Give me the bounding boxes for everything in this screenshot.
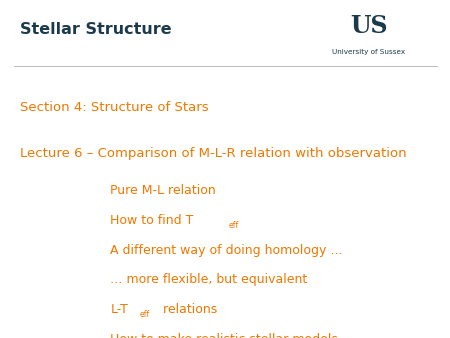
Text: US: US [350,14,388,38]
Text: Pure M-L relation: Pure M-L relation [110,184,216,197]
Text: How to make realistic stellar models: How to make realistic stellar models [110,333,338,338]
Text: Section 4: Structure of Stars: Section 4: Structure of Stars [20,101,209,114]
Text: … more flexible, but equivalent: … more flexible, but equivalent [110,273,307,286]
Text: relations: relations [159,303,217,316]
Text: eff: eff [228,221,238,230]
Text: How to find T: How to find T [110,214,194,227]
Text: Stellar Structure: Stellar Structure [20,22,172,37]
Text: eff: eff [140,310,150,319]
Text: A different way of doing homology …: A different way of doing homology … [110,244,343,257]
Text: Lecture 6 – Comparison of M-L-R relation with observation: Lecture 6 – Comparison of M-L-R relation… [20,147,407,160]
Text: L-T: L-T [110,303,128,316]
Text: University of Sussex: University of Sussex [333,49,405,55]
